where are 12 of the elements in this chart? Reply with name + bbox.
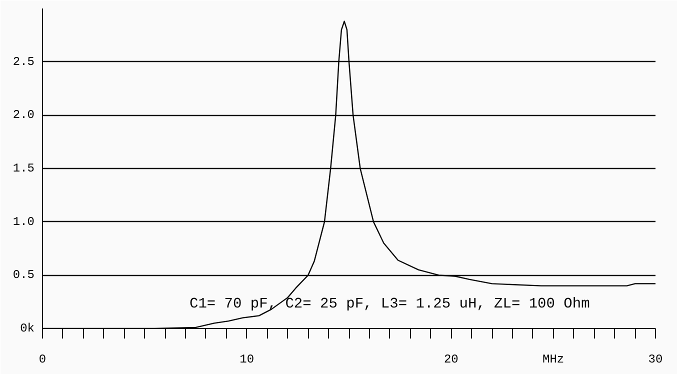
y-tick-label: 2.5	[12, 54, 35, 69]
y-tick-label: 2.0	[12, 108, 35, 122]
x-tick-label: 20	[444, 352, 458, 366]
annotation: C1= 70 pF, C2= 25 pF, L3= 1.25 uH, ZL= 100 Ohm	[190, 296, 590, 312]
y-tick-label: 1.5	[12, 162, 35, 176]
x-tick-label: 0	[38, 352, 46, 366]
x-tick-label: MHz	[542, 352, 564, 366]
y-tick-label: 1.0	[12, 214, 35, 229]
x-tick-label: 10	[240, 352, 254, 366]
x-tick-label: 30	[648, 352, 663, 366]
y-tick-label: 0k	[20, 322, 35, 336]
y-tick-label: 0.5	[12, 268, 35, 282]
